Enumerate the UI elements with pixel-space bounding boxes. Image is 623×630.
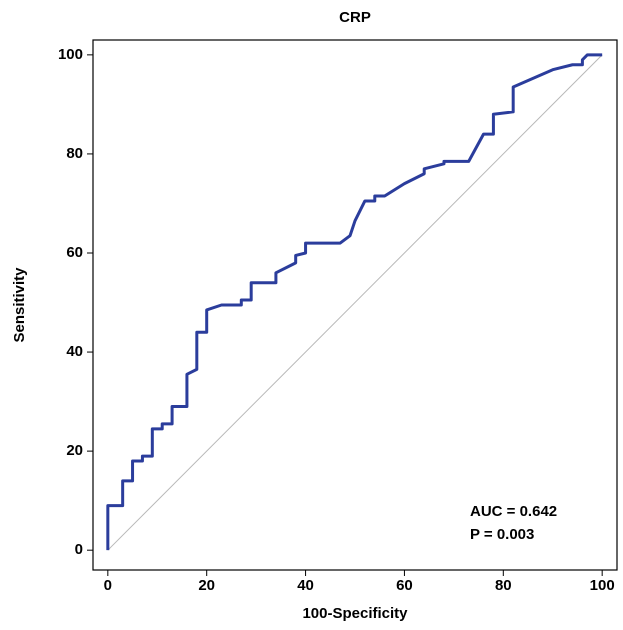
y-tick-label: 40 <box>66 343 83 360</box>
y-tick-label: 80 <box>66 145 83 162</box>
y-tick-label: 20 <box>66 442 83 459</box>
y-tick-label: 100 <box>58 46 83 63</box>
x-tick-label: 80 <box>495 577 512 594</box>
x-tick-label: 0 <box>104 577 112 594</box>
x-tick-label: 100 <box>590 577 615 594</box>
x-tick-label: 60 <box>396 577 413 594</box>
plot-frame <box>92 39 618 571</box>
reference-line <box>107 54 603 551</box>
annotation: AUC = 0.642 <box>470 503 557 520</box>
chart-title: CRP <box>339 9 371 26</box>
annotation: P = 0.003 <box>470 526 534 543</box>
x-axis-label: 100-Specificity <box>302 605 408 622</box>
roc-curve <box>106 53 603 551</box>
y-axis-label: Sensitivity <box>11 267 28 343</box>
x-tick-label: 20 <box>198 577 215 594</box>
y-tick-label: 0 <box>75 541 83 558</box>
x-tick-label: 40 <box>297 577 314 594</box>
y-tick-label: 60 <box>66 244 83 261</box>
